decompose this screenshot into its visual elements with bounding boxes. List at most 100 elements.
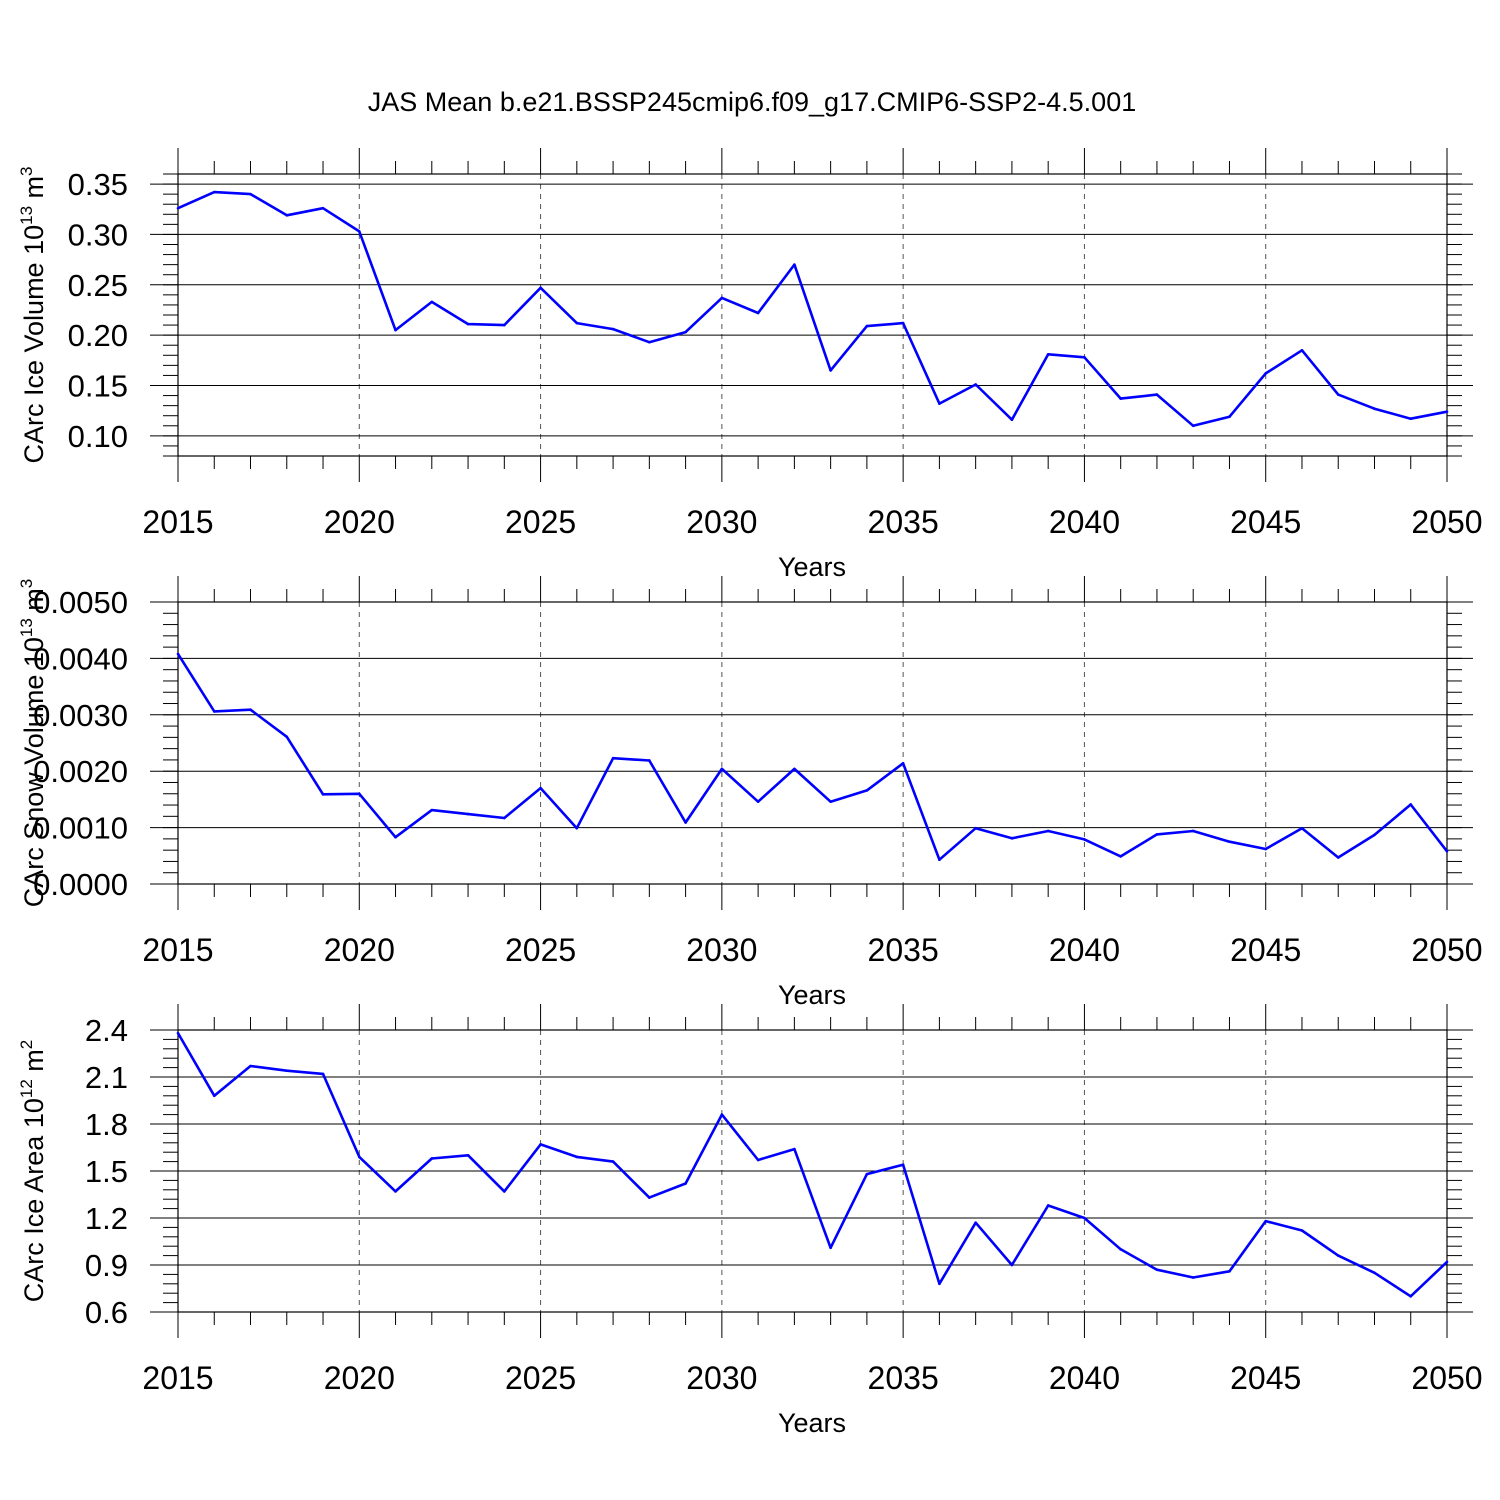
data-point: [611, 1160, 615, 1163]
y-tick-label: 0.30: [68, 217, 128, 252]
x-tick-label: 2045: [1230, 504, 1301, 540]
x-axis-label: Years: [778, 1408, 846, 1438]
y-tick-label: 0.0040: [33, 641, 128, 676]
data-point: [756, 311, 760, 315]
data-point: [1300, 826, 1304, 830]
y-tick-label: 2.4: [85, 1013, 128, 1048]
data-point: [249, 708, 252, 712]
x-tick-label: 2030: [686, 1360, 757, 1396]
data-point: [1300, 1229, 1304, 1232]
y-axis-label: CArc Snow Volume 1013 m3: [17, 579, 49, 908]
data-point: [176, 206, 180, 210]
data-point: [357, 1155, 361, 1159]
data-point: [212, 190, 216, 194]
data-point: [1300, 348, 1304, 352]
data-point: [1083, 356, 1086, 359]
series-line: [176, 653, 1449, 862]
data-point: [285, 735, 289, 739]
y-tick-label: 2.1: [85, 1060, 128, 1095]
data-point: [756, 800, 760, 803]
data-point: [575, 321, 579, 325]
panel-3: 0.6 0.9 1.2 1.5 1.8 2.1 2.4 2015 2020 2025 2030 203…: [17, 1004, 1483, 1438]
data-point: [974, 383, 977, 386]
y-tick-label: 0.35: [68, 167, 128, 202]
data-point: [1264, 847, 1268, 851]
x-axis-label: Years: [778, 552, 846, 582]
data-point: [212, 1094, 216, 1098]
data-point: [357, 792, 361, 796]
x-axis-label: Years: [778, 980, 846, 1010]
x-tick-label: 2035: [868, 932, 939, 968]
x-tick-label: 2035: [868, 504, 939, 540]
data-point: [865, 1172, 869, 1176]
data-point: [611, 756, 615, 760]
data-point: [503, 1190, 506, 1193]
data-point: [1445, 849, 1449, 853]
data-point: [539, 1143, 542, 1146]
data-point: [1046, 829, 1050, 833]
data-point: [901, 1163, 905, 1167]
y-axis-label: CArc Ice Volume 1013 m3: [17, 166, 49, 463]
x-tick-label: 2020: [324, 1360, 395, 1396]
data-point: [974, 826, 977, 830]
series-line: [177, 190, 1448, 428]
x-tick-label: 2020: [324, 932, 395, 968]
data-point: [720, 1113, 724, 1116]
y-tick-label: 0.0020: [33, 754, 128, 789]
data-point: [1336, 1254, 1340, 1257]
data-point: [1228, 415, 1231, 419]
data-point: [974, 1221, 977, 1224]
data-point: [1191, 1276, 1195, 1279]
y-tick-label: 0.9: [85, 1248, 128, 1283]
data-point: [1191, 829, 1195, 833]
data-point: [1010, 1263, 1014, 1267]
x-tick-label: 2020: [324, 504, 395, 540]
data-point: [575, 826, 579, 830]
y-tick-label: 1.5: [85, 1154, 128, 1189]
data-point: [938, 858, 941, 862]
y-tick-label: 0.25: [68, 268, 128, 303]
data-point: [901, 321, 905, 325]
x-tick-label: 2025: [505, 1360, 576, 1396]
x-tick-label: 2050: [1411, 504, 1482, 540]
data-point: [1010, 837, 1014, 840]
data-point: [575, 1155, 579, 1159]
y-tick-label: 0.0000: [33, 867, 128, 902]
data-point: [684, 330, 687, 334]
data-point: [321, 1072, 325, 1076]
data-point: [1191, 424, 1195, 428]
y-tick-label: 0.0030: [33, 698, 128, 733]
data-point: [829, 1246, 832, 1250]
plot-frame: [177, 1029, 1448, 1313]
panel-1: 0.10 0.15 0.20 0.25 0.30 0.35 2015 2020 2025 2030…: [17, 148, 1483, 582]
data-point: [1336, 393, 1340, 396]
plot-frame: [177, 173, 1448, 457]
x-tick-label: 2030: [686, 932, 757, 968]
data-point: [648, 759, 651, 762]
data-point: [466, 1154, 470, 1157]
data-point: [1119, 397, 1122, 400]
data-point: [321, 206, 325, 210]
data-point: [684, 821, 687, 824]
data-point: [1264, 372, 1268, 375]
data-point: [176, 1031, 180, 1035]
x-tick-label: 2035: [868, 1360, 939, 1396]
data-point: [249, 1064, 252, 1068]
data-point: [1336, 856, 1340, 859]
data-point: [1228, 840, 1231, 843]
data-point: [1409, 1295, 1413, 1298]
data-point: [1228, 1269, 1231, 1273]
data-point: [1373, 833, 1376, 837]
data-point: [539, 286, 542, 290]
data-point: [1373, 1271, 1376, 1275]
data-point: [430, 1157, 434, 1160]
x-tick-label: 2030: [686, 504, 757, 540]
data-point: [466, 812, 470, 816]
data-point: [756, 1158, 760, 1162]
data-point: [865, 789, 869, 792]
x-tick-label: 2045: [1230, 1360, 1301, 1396]
data-point: [285, 1069, 289, 1073]
data-point: [1155, 833, 1159, 836]
y-tick-label: 1.8: [85, 1107, 128, 1142]
